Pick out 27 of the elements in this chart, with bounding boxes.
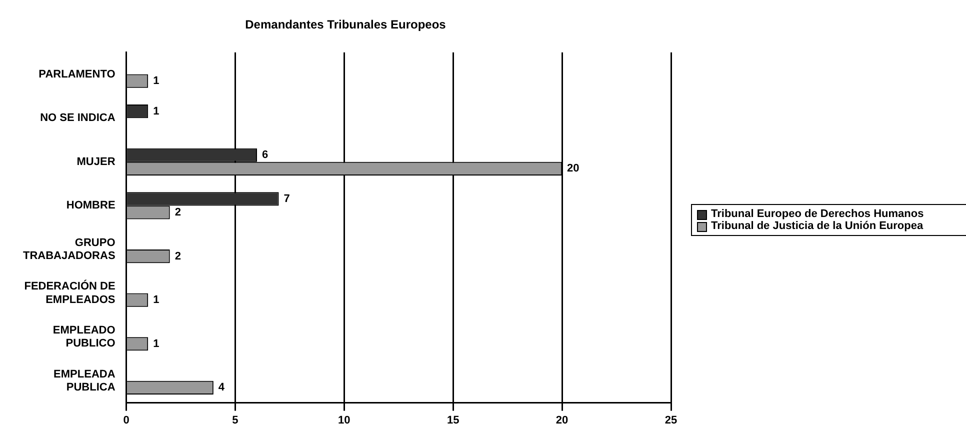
x-tick-label: 5 bbox=[232, 414, 238, 426]
y-tick-label: NO SE INDICA bbox=[40, 112, 116, 124]
x-tick-label: 15 bbox=[446, 414, 460, 426]
data-label: 2 bbox=[174, 250, 181, 262]
y-tick-label: EMPLEADO PUBLICO bbox=[52, 324, 116, 350]
legend-label: Tribunal Europeo de Derechos Humanos bbox=[711, 208, 924, 220]
data-label: 1 bbox=[153, 105, 160, 118]
data-label: 2 bbox=[174, 206, 181, 219]
data-label: 7 bbox=[284, 192, 290, 205]
data-label: 1 bbox=[153, 75, 160, 88]
chart-title: Demandantes Tribunales Europeos bbox=[245, 18, 446, 32]
y-tick-label: HOMBRE bbox=[66, 200, 116, 212]
y-tick-label: PARLAMENTO bbox=[38, 68, 116, 80]
y-tick-label: EMPLEADA PUBLICA bbox=[54, 368, 116, 394]
x-tick-label: 25 bbox=[664, 414, 678, 426]
data-label: 1 bbox=[153, 338, 160, 350]
data-label: 4 bbox=[218, 382, 226, 394]
x-tick-label: 0 bbox=[123, 414, 130, 426]
y-tick-label: FEDERACIÓN DE EMPLEADOS bbox=[24, 280, 116, 306]
x-tick-label: 20 bbox=[556, 414, 568, 426]
data-label: 20 bbox=[567, 162, 580, 175]
x-tick-label: 10 bbox=[338, 414, 350, 426]
data-label: 1 bbox=[153, 294, 160, 306]
y-tick-label: MUJER bbox=[76, 156, 116, 168]
y-tick-label: GRUPO TRABAJADORAS bbox=[23, 236, 116, 262]
data-label: 6 bbox=[262, 149, 268, 162]
legend-label: Tribunal de Justicia de la Unión Europea bbox=[711, 220, 924, 232]
